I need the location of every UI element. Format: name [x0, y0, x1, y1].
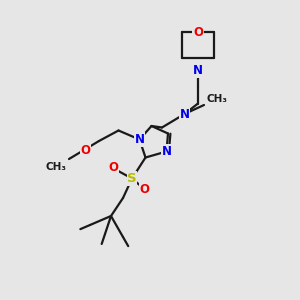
Text: N: N	[179, 107, 190, 121]
Text: O: O	[108, 161, 118, 174]
Text: N: N	[193, 64, 203, 77]
Text: CH₃: CH₃	[206, 94, 227, 103]
Text: S: S	[127, 172, 137, 185]
Text: O: O	[193, 26, 203, 39]
Text: N: N	[161, 145, 172, 158]
Text: O: O	[80, 143, 91, 157]
Text: O: O	[140, 183, 150, 196]
Text: N: N	[134, 133, 145, 146]
Text: CH₃: CH₃	[46, 162, 67, 172]
